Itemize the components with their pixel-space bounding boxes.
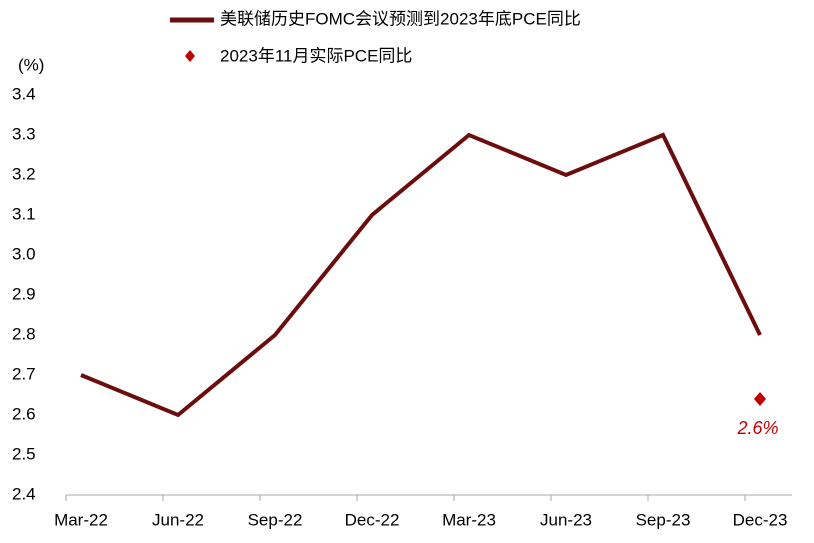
y-tick-label: 2.5 (12, 444, 36, 463)
y-tick-label: 2.7 (12, 364, 36, 383)
y-tick-label: 2.8 (12, 324, 36, 343)
y-tick-label: 3.4 (12, 84, 36, 103)
y-tick-label: 3.2 (12, 164, 36, 183)
y-tick-label: 3.1 (12, 204, 36, 223)
point (754, 392, 766, 406)
y-tick-label: 3.0 (12, 244, 36, 263)
x-tick-label: Jun-23 (540, 510, 592, 529)
y-unit-label: (%) (18, 55, 44, 74)
x-tick-label: Sep-23 (636, 510, 691, 529)
legend-label: 美联储历史FOMC会议预测到2023年底PCE同比 (220, 9, 581, 28)
x-tick-label: Mar-22 (54, 510, 108, 529)
y-tick-label: 2.4 (12, 484, 36, 503)
x-tick-label: Sep-22 (248, 510, 303, 529)
y-tick-label: 3.3 (12, 124, 36, 143)
x-tick-label: Dec-22 (345, 510, 400, 529)
line-series (80, 132, 762, 418)
y-tick-label: 2.6 (12, 404, 36, 423)
x-tick-label: Dec-23 (733, 510, 788, 529)
legend-label: 2023年11月实际PCE同比 (220, 46, 412, 65)
legend-swatch (185, 50, 195, 62)
x-tick-label: Jun-22 (152, 510, 204, 529)
value-label: 2.6% (736, 418, 778, 438)
x-tick-label: Mar-23 (442, 510, 496, 529)
y-tick-label: 2.9 (12, 284, 36, 303)
